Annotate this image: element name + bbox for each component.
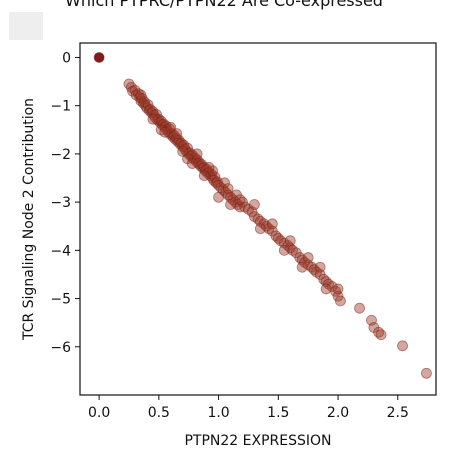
scatter-point xyxy=(191,148,203,160)
y-tick-label: −2 xyxy=(50,147,71,163)
y-tick-label: −4 xyxy=(50,243,71,259)
scatter-point xyxy=(332,283,344,295)
scatter-point xyxy=(284,235,296,247)
scatter-point xyxy=(335,295,346,307)
scatter-point xyxy=(135,89,147,101)
scatter-point xyxy=(234,194,246,206)
x-tick-label: 2.0 xyxy=(327,405,349,421)
x-axis: 0.0 0.5 1.0 1.5 2.0 2.5 xyxy=(88,395,409,421)
scatter-point xyxy=(219,177,230,189)
x-axis-label: PTPN22 EXPRESSION xyxy=(184,433,331,449)
scatter-point xyxy=(203,162,215,173)
x-tick-label: 2.5 xyxy=(387,405,409,421)
scatter-point xyxy=(147,113,159,125)
scatter-point xyxy=(159,126,171,138)
scatter-point xyxy=(225,199,236,210)
x-tick-label: 1.5 xyxy=(267,405,289,421)
scatter-point xyxy=(314,261,326,273)
scatter-point xyxy=(375,329,387,341)
legend-placeholder xyxy=(9,12,43,40)
scatter-point xyxy=(171,128,183,140)
scatter-point xyxy=(254,223,266,235)
scatter-point xyxy=(198,170,210,182)
y-axis: 0 −1 −2 −3 −4 −5 −6 xyxy=(50,50,80,356)
x-tick-label: 1.0 xyxy=(207,405,229,421)
y-tick-label: 0 xyxy=(62,50,71,66)
y-tick-label: −3 xyxy=(50,195,71,211)
scatter-point xyxy=(302,252,314,263)
scatter-point xyxy=(213,191,224,203)
y-tick-label: −6 xyxy=(50,340,71,356)
scatter-point xyxy=(397,340,408,352)
y-tick-label: −5 xyxy=(50,292,71,308)
scatter-point xyxy=(296,261,308,273)
y-axis-label: TCR Signaling Node 2 Contribution xyxy=(21,98,37,341)
scatter-point xyxy=(186,158,198,169)
x-tick-label: 0.5 xyxy=(148,405,170,421)
scatter-point xyxy=(222,183,234,195)
scatter-point xyxy=(177,146,189,157)
data-points xyxy=(93,52,432,379)
chart-title: Which PTPRC/PTPN22 Are Co-expressed xyxy=(65,0,383,10)
y-tick-label: −1 xyxy=(50,99,71,115)
plot-area-frame xyxy=(79,42,437,396)
scatter-point xyxy=(93,52,105,63)
x-tick-label: 0.0 xyxy=(88,405,110,421)
scatter-point xyxy=(249,199,260,210)
scatter-point xyxy=(320,283,332,295)
scatter-point xyxy=(421,367,432,379)
scatter-point xyxy=(278,244,290,256)
scatter-point xyxy=(266,218,278,230)
scatter-point xyxy=(354,302,365,314)
